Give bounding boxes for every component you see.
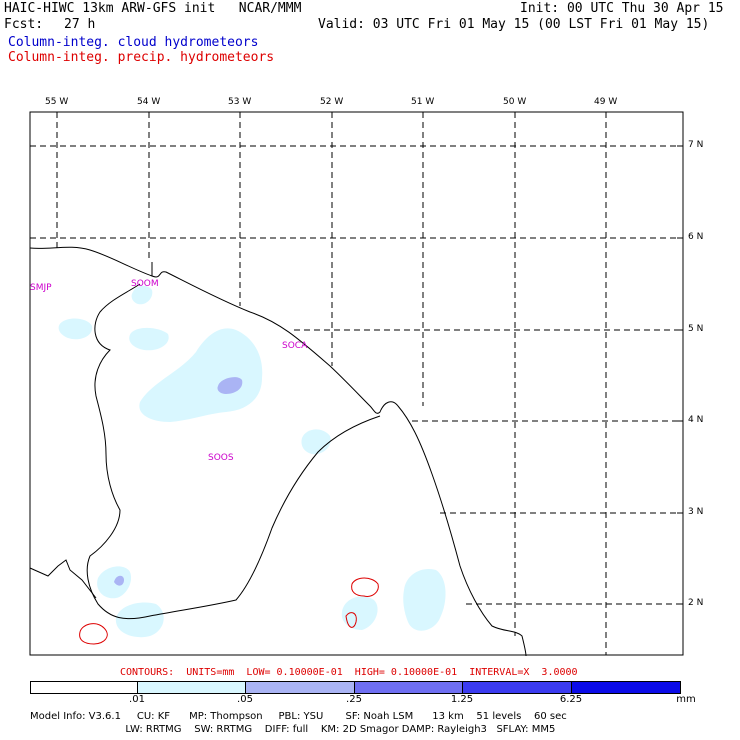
- colorbar-bin-4: [462, 681, 572, 694]
- model-info-line2: LW: RRTMG SW: RRTMG DIFF: full KM: 2D Sm…: [30, 724, 556, 735]
- map-frame: [29, 111, 684, 656]
- contour-info: CONTOURS: UNITS=mm LOW= 0.10000E-01 HIGH…: [120, 667, 578, 678]
- colorbar-tick-4: 6.25: [559, 694, 583, 705]
- lat-label-7n: 7 N: [688, 140, 704, 150]
- colorbar-tick-1: .05: [237, 694, 253, 705]
- valid-time: Valid: 03 UTC Fri 01 May 15 (00 LST Fri …: [318, 17, 710, 32]
- colorbar-bin-0: [30, 681, 138, 694]
- legend-precip-hydrometeors: Column-integ. precip. hydrometeors: [8, 50, 275, 65]
- lon-label-53w: 53 W: [228, 97, 252, 107]
- model-info-line1: Model Info: V3.6.1 CU: KF MP: Thompson P…: [30, 711, 567, 722]
- colorbar-tick-2: .25: [346, 694, 362, 705]
- legend-cloud-hydrometeors: Column-integ. cloud hydrometeors: [8, 35, 259, 50]
- lat-label-6n: 6 N: [688, 232, 704, 242]
- colorbar-unit: mm: [676, 694, 696, 705]
- colorbar-bin-5: [571, 681, 681, 694]
- cloud-hydrometeor-core: [114, 377, 243, 586]
- station-smjp: SMJP: [30, 283, 52, 293]
- lat-label-2n: 2 N: [688, 598, 704, 608]
- station-soom: SOOM: [131, 279, 159, 289]
- lon-label-52w: 52 W: [320, 97, 344, 107]
- lon-label-51w: 51 W: [411, 97, 435, 107]
- colorbar-bin-2: [245, 681, 355, 694]
- station-soos: SOOS: [208, 453, 234, 463]
- precip-hydrometeor-contours: [79, 577, 379, 645]
- lat-lon-grid: [30, 112, 683, 655]
- cloud-hydrometeor-fields: [58, 285, 446, 638]
- colorbar-bin-3: [354, 681, 463, 694]
- axis-ticks: [56, 112, 683, 605]
- lon-label-55w: 55 W: [45, 97, 69, 107]
- lon-label-50w: 50 W: [503, 97, 527, 107]
- model-title: HAIC-HIWC 13km ARW-GFS init NCAR/MMM: [4, 1, 302, 16]
- forecast-hour: 27 h: [64, 17, 96, 32]
- colorbar-tick-0: .01: [129, 694, 145, 705]
- init-time: Init: 00 UTC Thu 30 Apr 15: [520, 1, 724, 16]
- lat-label-3n: 3 N: [688, 507, 704, 517]
- lat-label-5n: 5 N: [688, 324, 704, 334]
- lon-label-54w: 54 W: [137, 97, 161, 107]
- lat-label-4n: 4 N: [688, 415, 704, 425]
- colorbar-tick-3: 1.25: [450, 694, 474, 705]
- station-soca: SOCA: [282, 341, 308, 351]
- forecast-label: Fcst:: [4, 17, 44, 32]
- coastline-borders: [29, 246, 527, 657]
- lon-label-49w: 49 W: [594, 97, 618, 107]
- colorbar-bin-1: [137, 681, 246, 694]
